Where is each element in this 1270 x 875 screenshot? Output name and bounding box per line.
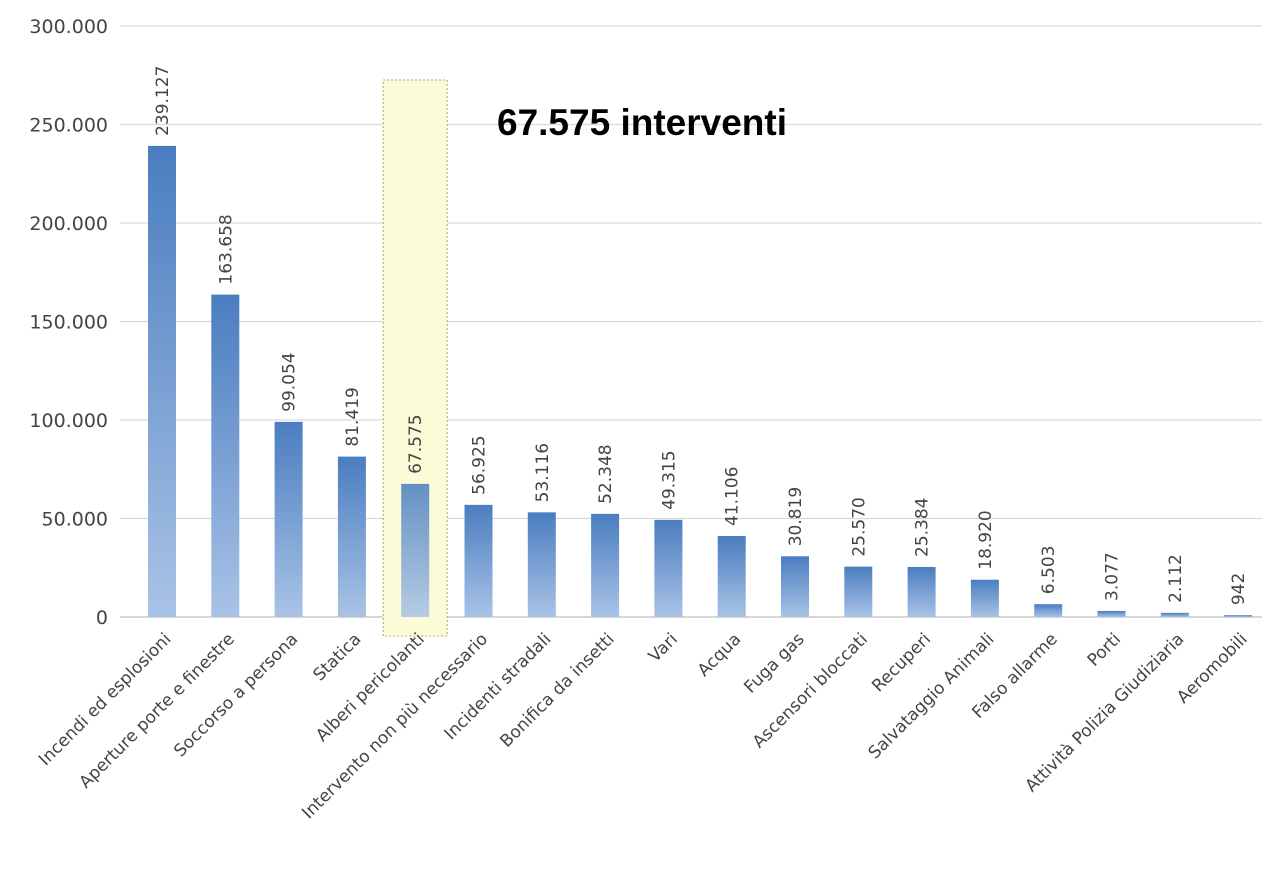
y-tick-label: 250.000 bbox=[29, 115, 108, 137]
category-label: Bonifica da insetti bbox=[496, 629, 618, 751]
data-label: 41.106 bbox=[723, 467, 743, 526]
data-label: 25.570 bbox=[849, 497, 869, 556]
data-label: 6.503 bbox=[1039, 546, 1059, 595]
data-label: 2.112 bbox=[1166, 554, 1186, 603]
bar bbox=[844, 566, 873, 617]
data-label: 239.127 bbox=[153, 66, 173, 136]
bars bbox=[148, 145, 1253, 618]
category-label: Soccorso a persona bbox=[170, 629, 302, 761]
data-label: 52.348 bbox=[596, 444, 616, 503]
data-label: 56.925 bbox=[470, 435, 490, 494]
bar bbox=[591, 513, 620, 617]
bar bbox=[1224, 615, 1253, 617]
y-axis-tick-labels: 0 50.000 100.000 150.000 200.000 250.000 300.0… bbox=[29, 16, 108, 629]
bar bbox=[1097, 610, 1126, 617]
y-tick-label: 200.000 bbox=[29, 213, 108, 235]
data-label: 163.658 bbox=[216, 214, 236, 284]
category-label: Alberi pericolanti bbox=[312, 629, 428, 745]
bar bbox=[907, 566, 936, 617]
category-label: Recuperi bbox=[868, 629, 935, 696]
data-label: 49.315 bbox=[659, 450, 679, 509]
y-tick-label: 150.000 bbox=[29, 312, 108, 334]
y-tick-label: 50.000 bbox=[42, 509, 108, 531]
bar bbox=[148, 145, 176, 618]
y-tick-label: 100.000 bbox=[29, 410, 108, 432]
gridlines bbox=[120, 25, 1262, 618]
data-label: 30.819 bbox=[786, 487, 806, 546]
bar bbox=[781, 556, 809, 617]
data-label: 18.920 bbox=[976, 510, 996, 569]
category-label: Vari bbox=[645, 629, 682, 666]
bar bbox=[717, 536, 746, 617]
data-label: 25.384 bbox=[913, 498, 933, 557]
data-label: 99.054 bbox=[280, 352, 300, 411]
data-label: 53.116 bbox=[533, 443, 553, 502]
category-label: Statica bbox=[310, 629, 366, 685]
data-label: 81.419 bbox=[343, 387, 363, 446]
bar bbox=[401, 483, 430, 617]
category-label: Salvataggio Animali bbox=[865, 629, 999, 763]
data-labels: 239.127 163.658 99.054 81.419 67.575 56.925 53… bbox=[153, 66, 1249, 606]
data-label: 3.077 bbox=[1103, 552, 1123, 601]
category-label: Fuga gas bbox=[740, 629, 808, 697]
bar bbox=[527, 512, 556, 617]
bar bbox=[211, 294, 240, 617]
y-tick-label: 300.000 bbox=[29, 16, 108, 38]
category-label: Acqua bbox=[694, 629, 745, 680]
bar bbox=[274, 421, 303, 617]
bar bbox=[1034, 604, 1063, 617]
data-label: 942 bbox=[1229, 573, 1249, 605]
bar bbox=[970, 579, 999, 617]
category-label: Porti bbox=[1084, 629, 1125, 670]
bar bbox=[654, 519, 683, 617]
data-label: 67.575 bbox=[406, 414, 426, 473]
highlight-annotation: 67.575 interventi bbox=[497, 102, 787, 143]
bar bbox=[1160, 612, 1189, 617]
bar bbox=[464, 504, 493, 617]
bar bbox=[337, 456, 366, 617]
category-label: Incidenti stradali bbox=[441, 629, 556, 744]
category-label: Ascensori bloccati bbox=[749, 629, 872, 752]
y-tick-label: 0 bbox=[96, 607, 108, 629]
